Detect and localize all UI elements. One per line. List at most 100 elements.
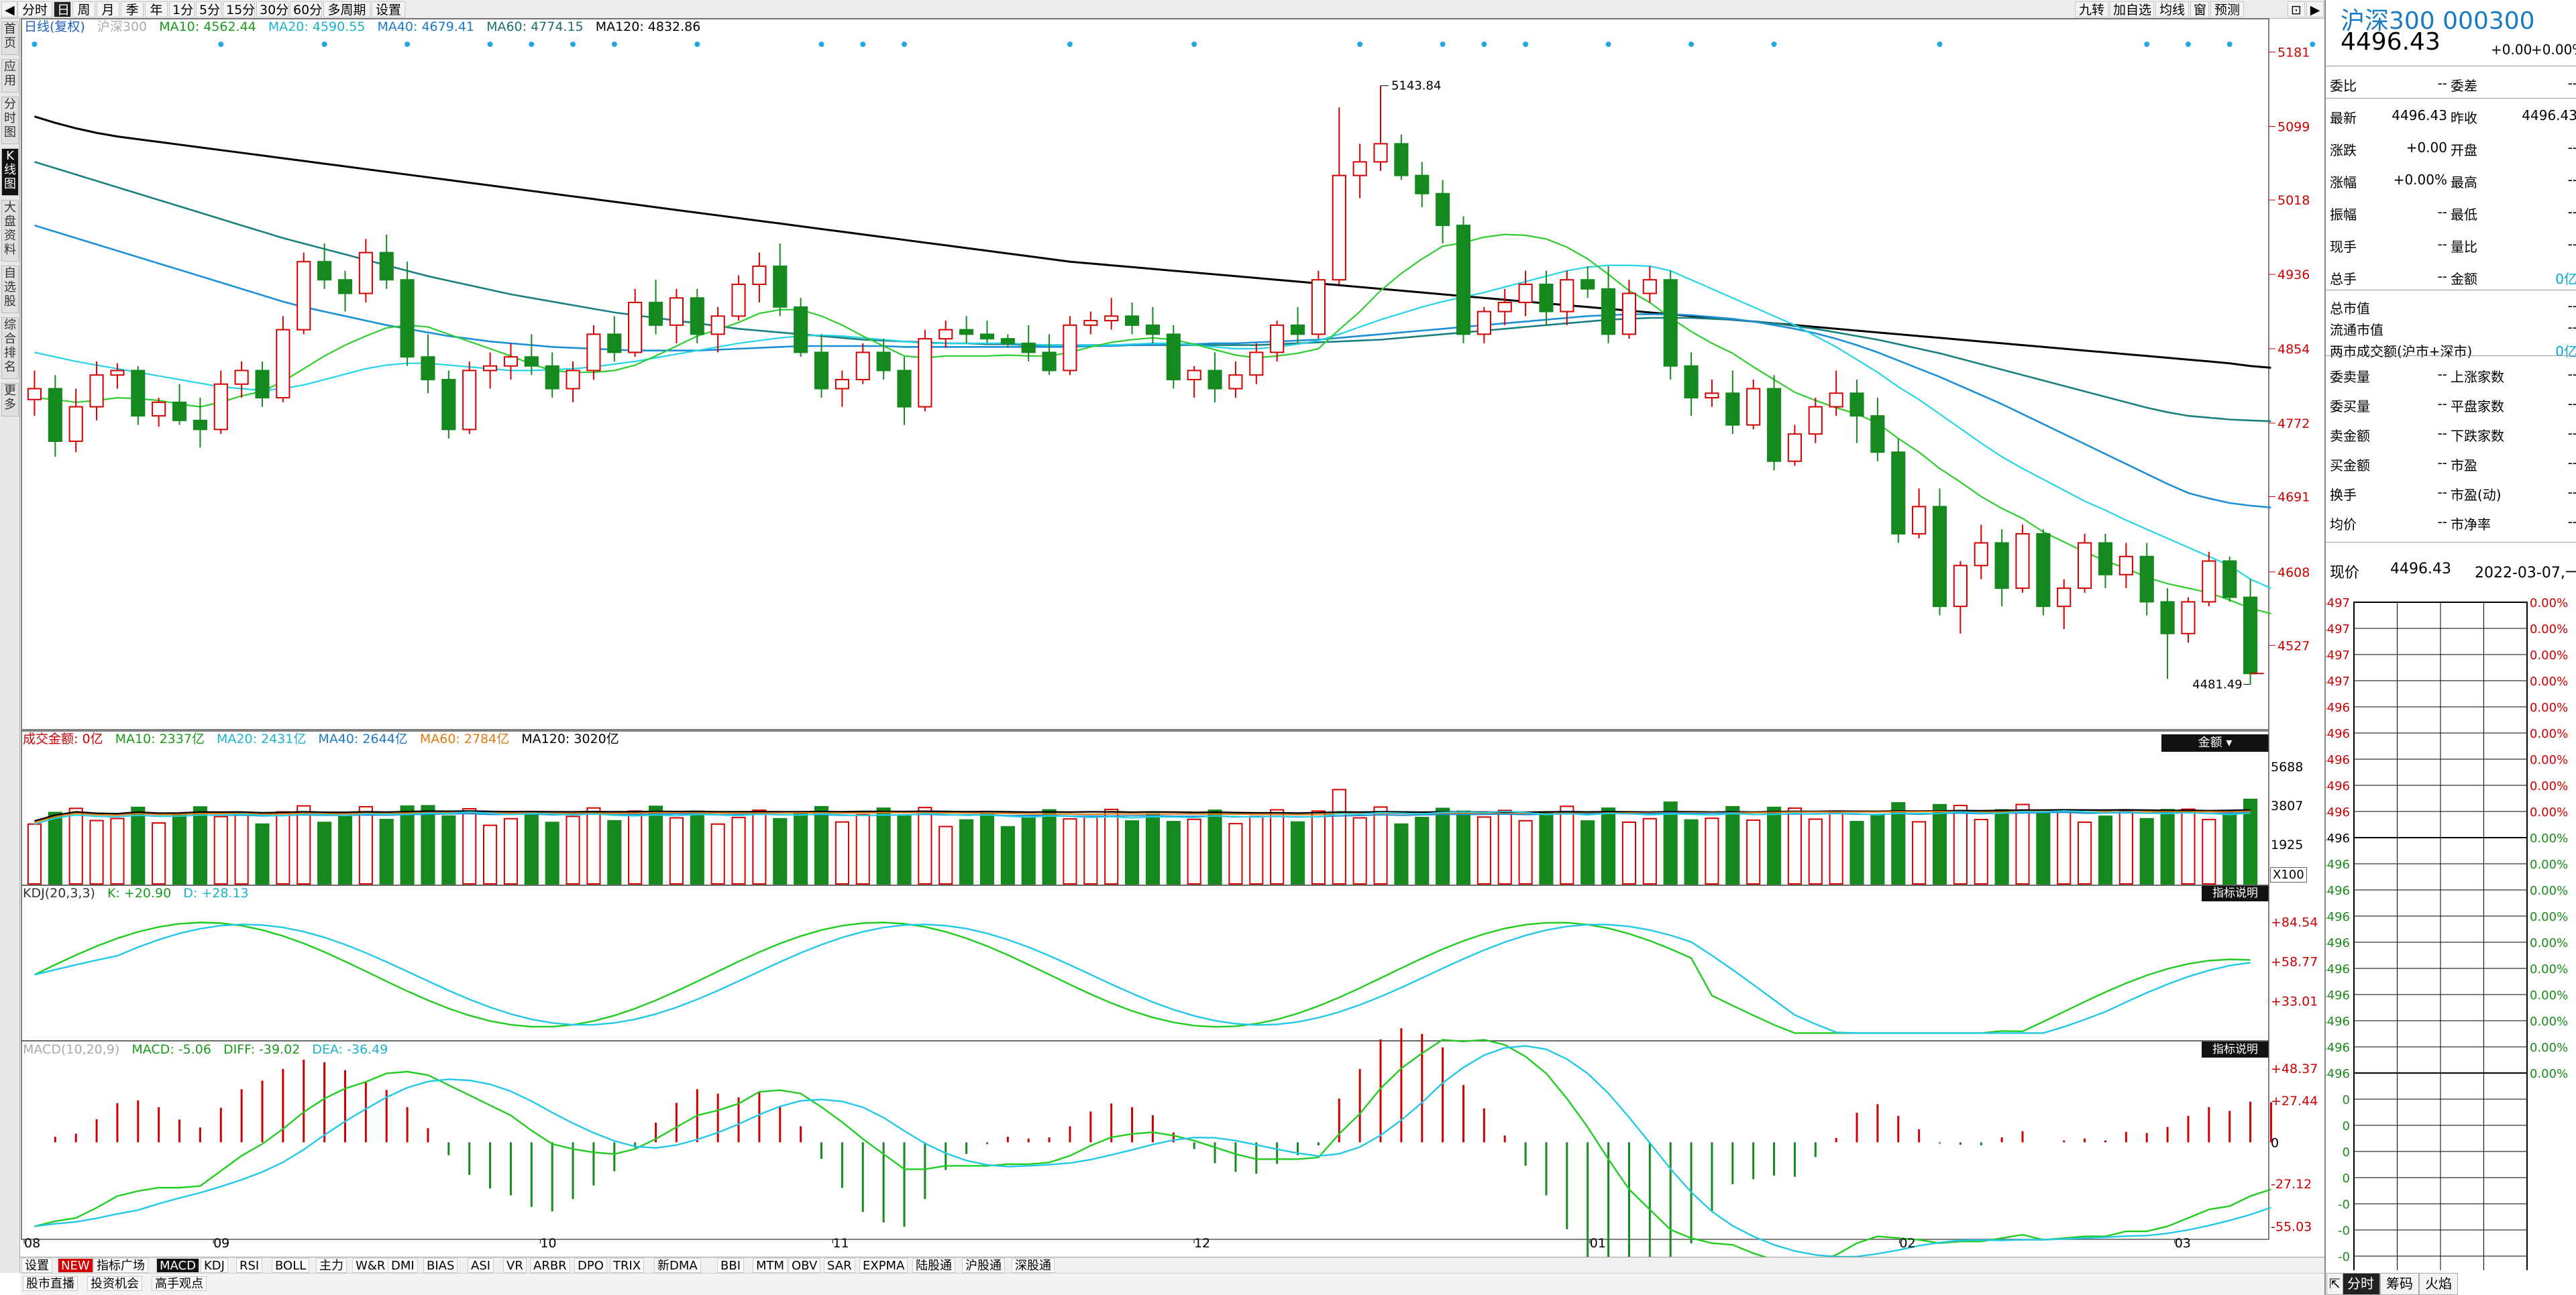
indicator-tab-8[interactable]: W&R — [352, 1258, 389, 1273]
indicator-tab-12[interactable]: VR — [503, 1258, 527, 1273]
period-tab-4[interactable]: 季 — [121, 1, 144, 17]
period-tab-8[interactable]: 15分 — [223, 1, 255, 17]
toolbar-right-0[interactable]: 九转 — [2075, 1, 2108, 17]
indicator-tab-9[interactable]: DMI — [388, 1258, 418, 1273]
period-tab-1[interactable]: 日 — [54, 1, 71, 17]
toolbar-right-2[interactable]: 均线 — [2155, 1, 2189, 17]
quote-tab-0[interactable]: 分时 — [2341, 1273, 2380, 1295]
quote-row-0: 最新 4496.43 昨收 4496.43 — [2326, 99, 2576, 130]
row-value: -- — [2567, 319, 2576, 335]
indicator-tab-13[interactable]: ARBR — [530, 1258, 570, 1273]
indicator-tab-11[interactable]: ASI — [468, 1258, 494, 1273]
period-tab-0[interactable]: 分时 — [17, 1, 52, 17]
mini-intraday-chart[interactable]: 4497 4497 4497 4497 4496 4496 4496 4496 4496 4496… — [2326, 596, 2576, 1270]
period-tab-11[interactable]: 多周期 — [323, 1, 370, 17]
kdj-help-button[interactable]: 指标说明 — [2202, 885, 2269, 901]
row-value: 0亿 — [2555, 343, 2576, 359]
mini-price-tick: 4496 — [2326, 832, 2350, 846]
indicator-tab-5[interactable]: RSI — [236, 1258, 263, 1273]
indicator-tab-7[interactable]: 主力 — [316, 1258, 347, 1273]
volume-bar — [959, 819, 974, 885]
indicator-tab-15[interactable]: TRIX — [610, 1258, 645, 1273]
indicator-tab-16[interactable]: 新DMA — [654, 1258, 701, 1273]
nav-6[interactable]: 综合排名 — [1, 317, 19, 379]
period-tab-12[interactable]: 设置 — [372, 1, 405, 17]
indicator-tab-2[interactable]: 指标广场 — [93, 1258, 148, 1273]
volume-bar — [752, 809, 767, 885]
indicator-tab-20[interactable]: SAR — [824, 1258, 855, 1273]
kline-chart[interactable]: 5181 5099 5018 4936 4854 4772 4691 4608 4527 5143… — [0, 0, 2324, 1257]
bottom-link-0[interactable]: 股市直播 — [23, 1276, 78, 1291]
nav-5[interactable]: 自选股 — [1, 266, 19, 313]
nav-4[interactable]: 大盘资料 — [1, 200, 19, 262]
mini-price-tick: -0 — [2338, 1198, 2350, 1212]
x-tick-label: 08 — [24, 1236, 40, 1251]
candle-body — [400, 279, 415, 358]
volume-bar — [2139, 818, 2154, 885]
period-tab-10[interactable]: 60分 — [290, 1, 322, 17]
indicator-tab-6[interactable]: BOLL — [272, 1258, 310, 1273]
macd-help-button[interactable]: 指标说明 — [2202, 1041, 2269, 1058]
volume-bar — [690, 810, 704, 885]
volume-bar — [1787, 807, 1802, 885]
indicator-tab-3[interactable]: MACD — [156, 1258, 199, 1273]
indicator-tab-21[interactable]: EXPMA — [859, 1258, 908, 1273]
indicator-tab-22[interactable]: 陆股通 — [912, 1258, 955, 1273]
price-tick-label: 4936 — [2277, 268, 2310, 282]
indicator-tab-14[interactable]: DPO — [574, 1258, 607, 1273]
indicator-tab-10[interactable]: BIAS — [423, 1258, 458, 1273]
quote-tab-1[interactable]: 筹码 — [2380, 1273, 2419, 1295]
next-icon[interactable]: ▶ — [2306, 1, 2324, 17]
expand-icon[interactable]: ⇱ — [2326, 1273, 2343, 1295]
nav-7[interactable]: 更多 — [1, 383, 19, 416]
period-tab-2[interactable]: 周 — [72, 1, 95, 17]
period-tab-3[interactable]: 月 — [97, 1, 119, 17]
period-tab-5[interactable]: 年 — [145, 1, 168, 17]
bottom-link-1[interactable]: 投资机会 — [87, 1276, 142, 1291]
quote-tab-2[interactable]: 火焰 — [2419, 1273, 2458, 1295]
candle-body — [255, 370, 270, 399]
back-icon[interactable]: ◀ — [1, 1, 17, 17]
volume-tick-label: 5688 — [2271, 760, 2303, 775]
nav-0[interactable]: 首页 — [1, 21, 19, 55]
signal-dot — [1688, 42, 1695, 47]
nav-1[interactable]: 应用 — [1, 59, 19, 93]
volume-bar — [1705, 818, 1719, 885]
lock-icon[interactable]: ⊡ — [2288, 1, 2305, 17]
period-tab-6[interactable]: 1分 — [169, 1, 195, 17]
candle-body — [752, 265, 767, 285]
candle-body — [89, 374, 104, 408]
candle-body — [2139, 555, 2154, 603]
mini-pct-tick: 0.00% — [2530, 622, 2568, 636]
quote-row-2: 涨幅 +0.00%最高 -- — [2326, 164, 2576, 194]
toolbar-right-1[interactable]: 加自选 — [2110, 1, 2154, 17]
bottom-link-2[interactable]: 高手观点 — [152, 1276, 207, 1291]
indicator-tab-4[interactable]: KDJ — [201, 1258, 228, 1273]
candle-body — [1746, 388, 1761, 426]
toolbar-right-4[interactable]: 预测 — [2210, 1, 2244, 17]
mini-price-tick: -0 — [2338, 1224, 2350, 1238]
volume-bar — [1477, 816, 1491, 885]
mini-pct-tick: 0.00% — [2530, 805, 2568, 820]
price-tick-label: 4772 — [2277, 416, 2310, 431]
mini-price-tick: 4497 — [2326, 596, 2350, 610]
indicator-tab-24[interactable]: 深股通 — [1012, 1258, 1055, 1273]
row-label: 均价 — [2330, 516, 2357, 532]
indicator-tab-1[interactable]: NEW — [58, 1258, 93, 1273]
indicator-tab-0[interactable]: 设置 — [21, 1258, 52, 1273]
cap-row-2: 两市成交额(沪市+深市) 0亿 — [2326, 333, 2576, 359]
toolbar-right-3[interactable]: 窗 — [2190, 1, 2209, 17]
indicator-tab-18[interactable]: MTM — [753, 1258, 788, 1273]
nav-2[interactable]: 分时图 — [1, 97, 19, 144]
period-tab-7[interactable]: 5分 — [196, 1, 221, 17]
indicator-tab-17[interactable]: BBI — [717, 1258, 745, 1273]
indicator-tab-19[interactable]: OBV — [788, 1258, 821, 1273]
candle-body — [1953, 565, 1968, 608]
row-value: -- — [2437, 425, 2447, 441]
indicator-tab-23[interactable]: 沪股通 — [962, 1258, 1005, 1273]
mini-price-tick: 4496 — [2326, 884, 2350, 898]
period-tab-9[interactable]: 30分 — [256, 1, 288, 17]
price-tick-label: 5018 — [2277, 193, 2310, 208]
amount-dropdown[interactable]: 金额 ▾ — [2161, 734, 2269, 752]
